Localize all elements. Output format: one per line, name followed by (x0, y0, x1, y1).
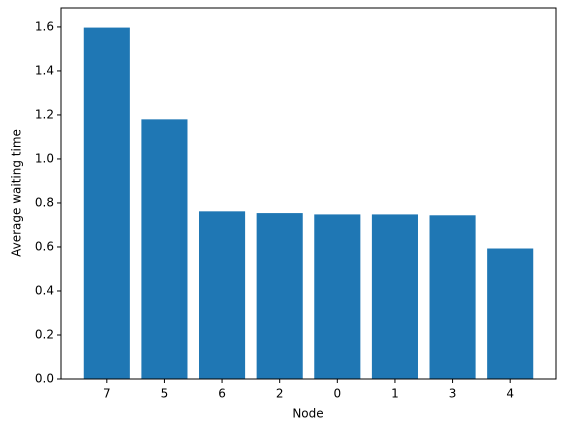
x-tick-label: 7 (103, 387, 111, 401)
y-tick-label: 0.4 (35, 283, 54, 297)
y-tick-label: 0.8 (35, 195, 54, 209)
bar (256, 213, 303, 379)
y-axis-label: Average waiting time (10, 129, 24, 257)
x-tick-label: 1 (391, 387, 399, 401)
bar (371, 214, 418, 379)
bar (429, 215, 476, 379)
y-tick-label: 1.4 (35, 63, 54, 77)
bar (141, 119, 188, 380)
bar (83, 27, 130, 379)
x-tick-label: 0 (333, 387, 341, 401)
x-tick-label: 4 (506, 387, 514, 401)
y-tick-label: 0.6 (35, 239, 54, 253)
x-tick-label: 3 (449, 387, 457, 401)
bar (487, 248, 534, 379)
x-axis-label: Node (292, 407, 323, 421)
bar (199, 211, 246, 379)
y-tick-label: 1.0 (35, 151, 54, 165)
bar (314, 214, 361, 379)
x-tick-label: 6 (218, 387, 226, 401)
x-tick-label: 2 (276, 387, 284, 401)
y-tick-label: 0.0 (35, 372, 54, 386)
y-tick-label: 0.2 (35, 327, 54, 341)
x-tick-label: 5 (161, 387, 169, 401)
plot-frame (60, 7, 557, 380)
y-tick-label: 1.6 (35, 19, 54, 33)
y-tick-label: 1.2 (35, 107, 54, 121)
